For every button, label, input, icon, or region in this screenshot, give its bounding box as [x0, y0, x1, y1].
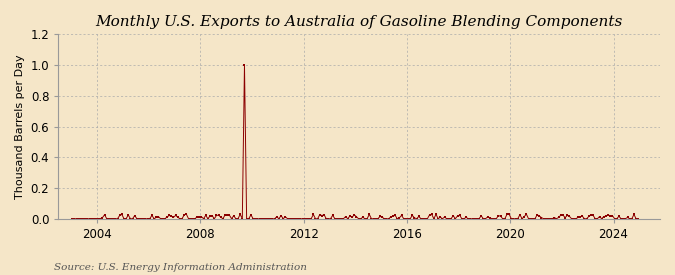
- Title: Monthly U.S. Exports to Australia of Gasoline Blending Components: Monthly U.S. Exports to Australia of Gas…: [95, 15, 623, 29]
- Y-axis label: Thousand Barrels per Day: Thousand Barrels per Day: [15, 54, 25, 199]
- Text: Source: U.S. Energy Information Administration: Source: U.S. Energy Information Administ…: [54, 263, 307, 272]
